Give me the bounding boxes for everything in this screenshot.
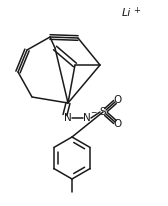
Text: N: N: [64, 113, 72, 123]
Text: N: N: [83, 113, 91, 123]
Text: Li: Li: [122, 8, 131, 18]
Text: −: −: [90, 109, 96, 117]
Text: S: S: [100, 107, 106, 117]
Text: +: +: [133, 6, 140, 14]
Text: O: O: [114, 95, 122, 105]
Text: O: O: [114, 119, 122, 129]
